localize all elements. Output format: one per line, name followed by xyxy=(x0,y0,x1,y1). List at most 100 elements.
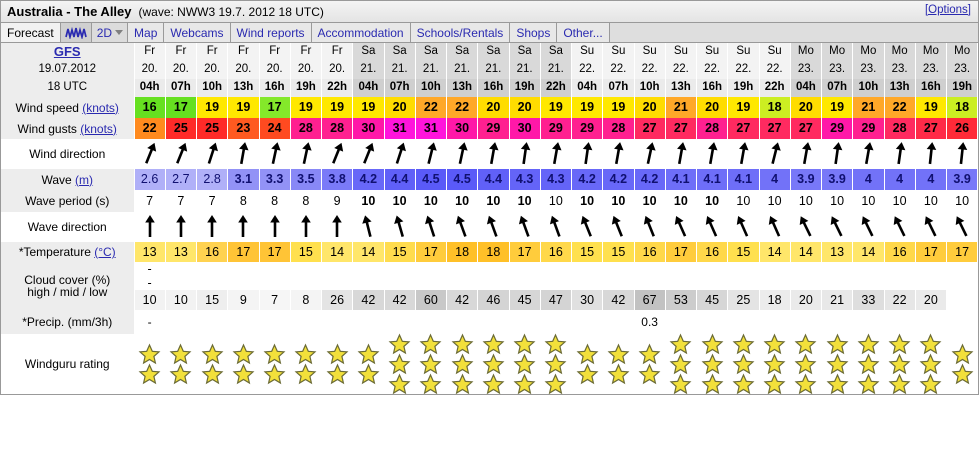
header-hour: 19h xyxy=(509,79,541,97)
temperature-cell: 17 xyxy=(259,242,291,262)
rating-star-icon xyxy=(201,343,224,365)
rating-star-stack xyxy=(635,343,665,385)
wave-direction-cell xyxy=(540,212,573,242)
cloud-cover-low-cell: 22 xyxy=(884,290,916,310)
wind-speed-unit-link[interactable]: (knots) xyxy=(82,100,119,115)
tab-accommodation-label: Accommodation xyxy=(317,25,404,40)
cloud-cover-low-cell: 53 xyxy=(665,290,698,310)
header-date: 20. xyxy=(290,61,323,79)
precip-cell xyxy=(415,310,448,334)
rating-star-icon xyxy=(607,363,630,385)
options-link[interactable]: [Options] xyxy=(924,4,971,16)
rating-star-icon xyxy=(357,363,380,385)
cloud-cover-mid-cell xyxy=(352,276,385,290)
tab-schools-rentals-label: Schools/Rentals xyxy=(416,25,504,40)
header-hour: 04h xyxy=(571,79,604,97)
wind-gusts-cell: 30 xyxy=(446,118,479,139)
cloud-cover-low-cell: 45 xyxy=(696,290,729,310)
rating-star-stack xyxy=(791,333,821,395)
rating-star-stack xyxy=(447,333,477,395)
wind-direction-cell xyxy=(165,139,198,169)
precip-cell xyxy=(665,310,698,334)
cloud-cover-high-cell xyxy=(227,262,260,276)
model-name-cell[interactable]: GFS xyxy=(1,43,135,61)
wave-height-cell: 3.9 xyxy=(946,169,979,190)
temperature-cell: 17 xyxy=(509,242,541,262)
cloud-cover-high-cell xyxy=(915,262,948,276)
cloud-cover-low-cell: 60 xyxy=(415,290,448,310)
temperature-cell: 16 xyxy=(884,242,916,262)
wind-gusts-cell: 28 xyxy=(290,118,323,139)
temperature-cell: 16 xyxy=(540,242,573,262)
rating-star-icon xyxy=(951,363,974,385)
wave-direction-arrow-icon xyxy=(176,215,186,237)
model-name-link[interactable]: GFS xyxy=(53,43,81,59)
wind-direction-arrow-icon xyxy=(582,142,593,165)
temperature-cell: 15 xyxy=(602,242,635,262)
wave-period-cell: 10 xyxy=(759,190,791,212)
cloud-cover-mid-cell xyxy=(571,276,604,290)
header-hour: 07h xyxy=(384,79,416,97)
tab-wind-reports[interactable]: Wind reports xyxy=(230,23,312,42)
tab-chart-view[interactable] xyxy=(60,23,92,42)
rating-star-icon xyxy=(763,353,786,375)
cloud-cover-mid-cell xyxy=(821,276,854,290)
rating-star-icon xyxy=(888,333,911,355)
wave-height-cell: 4 xyxy=(915,169,948,190)
header-date: 23. xyxy=(790,61,823,79)
precip-cell xyxy=(884,310,916,334)
wind-gusts-unit-link[interactable]: (knots) xyxy=(80,121,117,136)
cloud-cover-mid-cell xyxy=(727,276,760,290)
rating-cell xyxy=(946,334,979,394)
wind-direction-arrow-icon xyxy=(144,142,156,164)
wave-direction-cell xyxy=(790,212,823,242)
tab-webcams-label: Webcams xyxy=(170,25,224,40)
nav-tabbar: Forecast 2D Map Webcams Wind reports Acc… xyxy=(0,22,979,43)
precip-cell xyxy=(290,310,323,334)
tab-map-label: Map xyxy=(134,25,158,40)
temperature-unit-link[interactable]: (°C) xyxy=(94,245,116,259)
wind-direction-arrow-icon xyxy=(427,142,437,165)
wave-period-cell: 8 xyxy=(290,190,323,212)
tab-schools-rentals[interactable]: Schools/Rentals xyxy=(410,23,511,42)
wind-speed-cell: 21 xyxy=(852,97,885,118)
header-date: 23. xyxy=(852,61,885,79)
cloud-cover-low-cell: 46 xyxy=(477,290,510,310)
rating-star-stack xyxy=(353,343,383,385)
wind-direction-cell xyxy=(384,139,416,169)
temperature-cell: 16 xyxy=(196,242,229,262)
forecast-table: GFS Fr Fr Fr Fr Fr Fr Fr Sa Sa Sa Sa Sa Sa Sa Su Su Su Su S… xyxy=(1,43,979,395)
cloud-cover-high-cell xyxy=(196,262,229,276)
rating-star-stack xyxy=(478,333,508,395)
wave-direction-arrow-icon xyxy=(518,215,530,237)
tab-dimension-mode[interactable]: 2D xyxy=(91,23,129,42)
tab-webcams[interactable]: Webcams xyxy=(164,23,231,42)
tab-shops[interactable]: Shops xyxy=(510,23,558,42)
tab-other[interactable]: Other... xyxy=(557,23,610,42)
wind-direction-cell xyxy=(227,139,260,169)
header-day: Sa xyxy=(509,43,541,61)
wave-direction-cell xyxy=(134,212,166,242)
tab-map[interactable]: Map xyxy=(128,23,165,42)
wave-direction-arrow-icon xyxy=(549,215,561,237)
tab-forecast[interactable]: Forecast xyxy=(1,23,61,42)
header-day: Fr xyxy=(227,43,260,61)
wave-direction-arrow-icon xyxy=(332,215,342,237)
chevron-down-icon xyxy=(115,30,124,35)
temperature-cell: 14 xyxy=(852,242,885,262)
tab-accommodation[interactable]: Accommodation xyxy=(311,23,411,42)
wave-direction-cell xyxy=(415,212,448,242)
rating-star-icon xyxy=(138,343,161,365)
rating-star-icon xyxy=(294,363,317,385)
header-date: 21. xyxy=(415,61,448,79)
wave-unit-link[interactable]: (m) xyxy=(75,172,94,187)
rating-star-stack xyxy=(822,333,852,395)
temperature-cell: 15 xyxy=(571,242,604,262)
header-date: 21. xyxy=(477,61,510,79)
rating-star-icon xyxy=(419,353,442,375)
cloud-cover-mid-cell xyxy=(696,276,729,290)
precip-cell xyxy=(852,310,885,334)
wind-gusts-cell: 27 xyxy=(634,118,666,139)
wave-direction-cell xyxy=(634,212,666,242)
temperature-cell: 15 xyxy=(290,242,323,262)
